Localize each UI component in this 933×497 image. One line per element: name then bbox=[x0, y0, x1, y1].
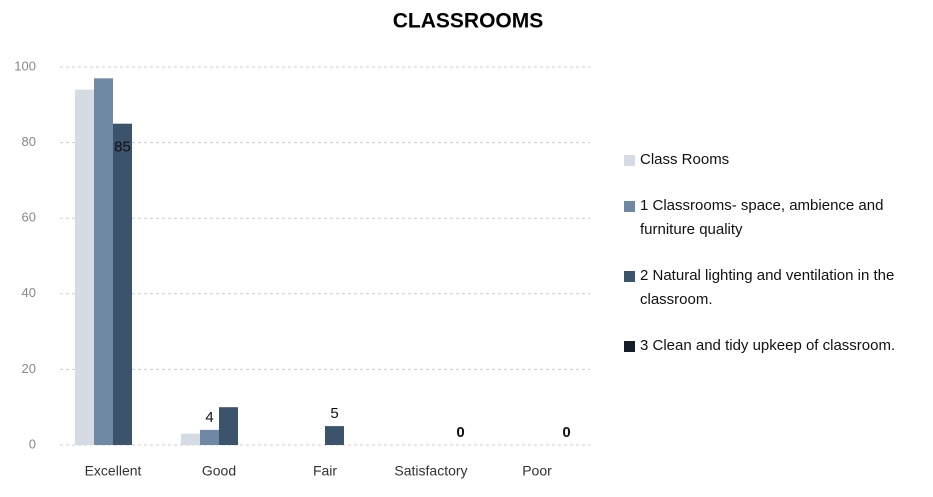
legend-label: Class Rooms bbox=[640, 151, 730, 168]
bar bbox=[200, 429, 219, 445]
y-tick-label: 80 bbox=[22, 134, 36, 149]
x-tick-label: Fair bbox=[313, 463, 337, 479]
bar bbox=[94, 78, 113, 445]
x-tick-label: Good bbox=[202, 463, 236, 479]
bar bbox=[75, 89, 94, 446]
legend-swatch bbox=[624, 271, 635, 282]
bar bbox=[113, 123, 132, 445]
data-label: 5 bbox=[330, 405, 338, 422]
y-tick-label: 40 bbox=[22, 285, 36, 300]
legend-item: 1 Classrooms- space, ambience and furnit… bbox=[624, 194, 924, 242]
legend-item: 2 Natural lighting and ventilation in th… bbox=[624, 264, 924, 312]
x-tick-label: Satisfactory bbox=[394, 463, 467, 479]
y-tick-label: 60 bbox=[22, 210, 36, 225]
chart-title: CLASSROOMS bbox=[393, 10, 544, 33]
data-label: 0 bbox=[456, 424, 464, 441]
y-tick-label: 100 bbox=[14, 58, 36, 73]
data-label: 85 bbox=[114, 139, 131, 156]
bar bbox=[219, 407, 238, 445]
legend-swatch bbox=[624, 155, 635, 166]
y-tick-label: 20 bbox=[22, 361, 36, 376]
legend-label: 1 Classrooms- space, ambience and furnit… bbox=[640, 197, 884, 238]
legend-swatch bbox=[624, 341, 635, 352]
y-tick-label: 0 bbox=[29, 436, 36, 451]
legend-swatch bbox=[624, 201, 635, 212]
legend-item: 3 Clean and tidy upkeep of classroom. bbox=[624, 334, 924, 358]
bar bbox=[181, 433, 200, 445]
legend-label: 3 Clean and tidy upkeep of classroom. bbox=[640, 337, 896, 354]
legend: Class Rooms 1 Classrooms- space, ambience… bbox=[624, 148, 924, 380]
x-tick-label: Poor bbox=[522, 463, 552, 479]
data-label: 0 bbox=[562, 424, 570, 441]
legend-label: 2 Natural lighting and ventilation in th… bbox=[640, 267, 895, 308]
data-label: 4 bbox=[205, 409, 213, 426]
bar bbox=[325, 426, 344, 445]
x-tick-label: Excellent bbox=[85, 463, 142, 479]
legend-item: Class Rooms bbox=[624, 148, 924, 172]
